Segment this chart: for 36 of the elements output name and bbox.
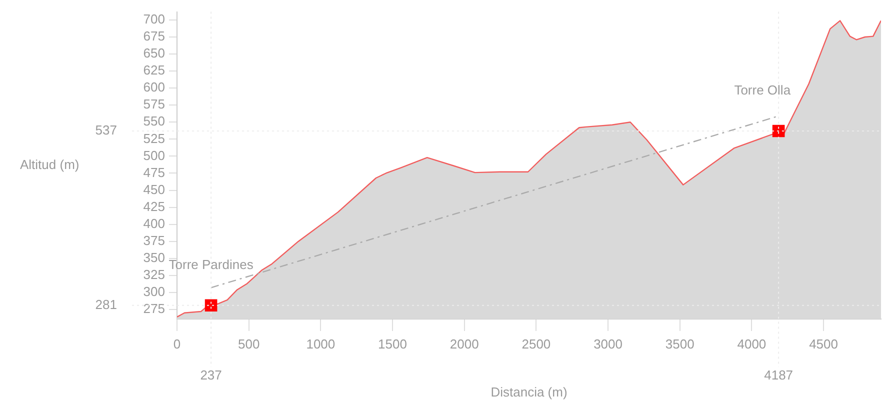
y-tick-label: 275 xyxy=(143,301,165,316)
y-tick-label: 450 xyxy=(143,182,165,197)
x-tick-label: 4000 xyxy=(737,336,766,352)
y-tick-label: 575 xyxy=(143,96,165,112)
x-tick-label: 0 xyxy=(173,336,181,352)
y-tick-label: 675 xyxy=(143,28,165,44)
x-tick-label: 2000 xyxy=(450,336,479,352)
x-tick-label: 3000 xyxy=(594,336,622,352)
x-tick-label: 1500 xyxy=(378,336,407,352)
x-tick-label: 1000 xyxy=(306,336,336,352)
y-tick-label: 425 xyxy=(143,198,165,214)
x-tick-label: 3500 xyxy=(665,336,694,352)
annotation: Torre Pardines xyxy=(168,256,254,272)
y-tick-label: 600 xyxy=(143,80,165,95)
y-tick-label: 550 xyxy=(143,114,165,129)
y-tick-label: 325 xyxy=(143,266,165,282)
ref-line-label: 4187 xyxy=(764,368,794,383)
x-tick-label: 500 xyxy=(238,336,260,352)
y-tick-label: 300 xyxy=(143,284,165,300)
y-tick-label: 400 xyxy=(143,216,165,231)
annotation: Torre Olla xyxy=(734,82,792,98)
y-tick-label: 375 xyxy=(143,232,165,248)
y-tick-label: 475 xyxy=(143,164,165,180)
x-tick-label: 4500 xyxy=(809,336,838,352)
x-tick-label: 2500 xyxy=(522,336,551,352)
ref-line-label: 237 xyxy=(200,368,222,383)
y-tick-label: 350 xyxy=(143,250,165,265)
y-tick-label: 650 xyxy=(143,46,165,61)
y-tick-label: 625 xyxy=(143,62,165,78)
y-tick-label: 525 xyxy=(143,130,165,146)
y-tick-label: 700 xyxy=(143,12,165,27)
y-axis-title: Altitud (m) xyxy=(20,156,80,172)
y-tick-label: 500 xyxy=(143,148,165,163)
ref-line-label: 537 xyxy=(95,122,117,138)
x-axis-title: Distancia (m) xyxy=(490,384,568,400)
ref-line-label: 281 xyxy=(95,296,117,312)
